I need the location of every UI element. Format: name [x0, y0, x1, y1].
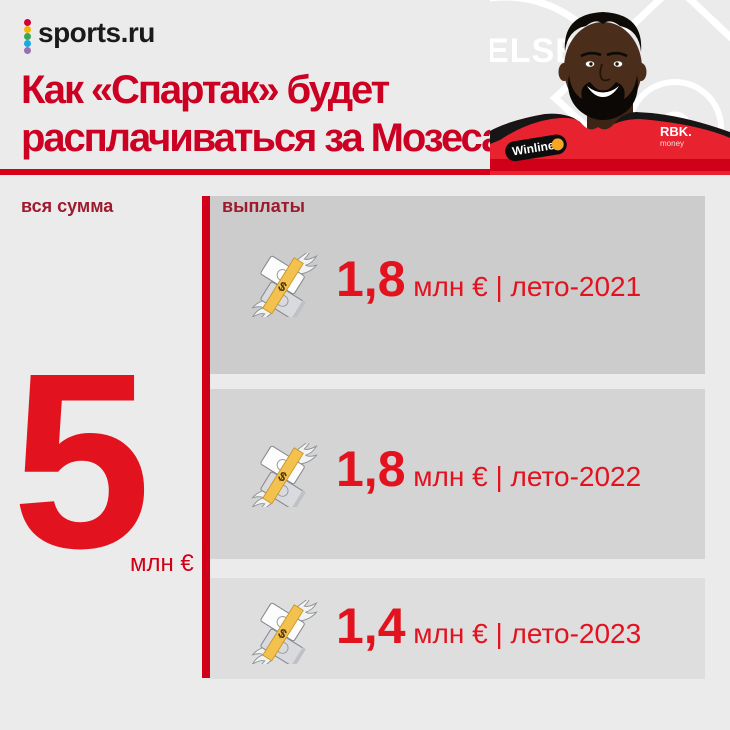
svg-text:RBK.: RBK.: [660, 124, 692, 139]
svg-text:money: money: [660, 139, 684, 148]
